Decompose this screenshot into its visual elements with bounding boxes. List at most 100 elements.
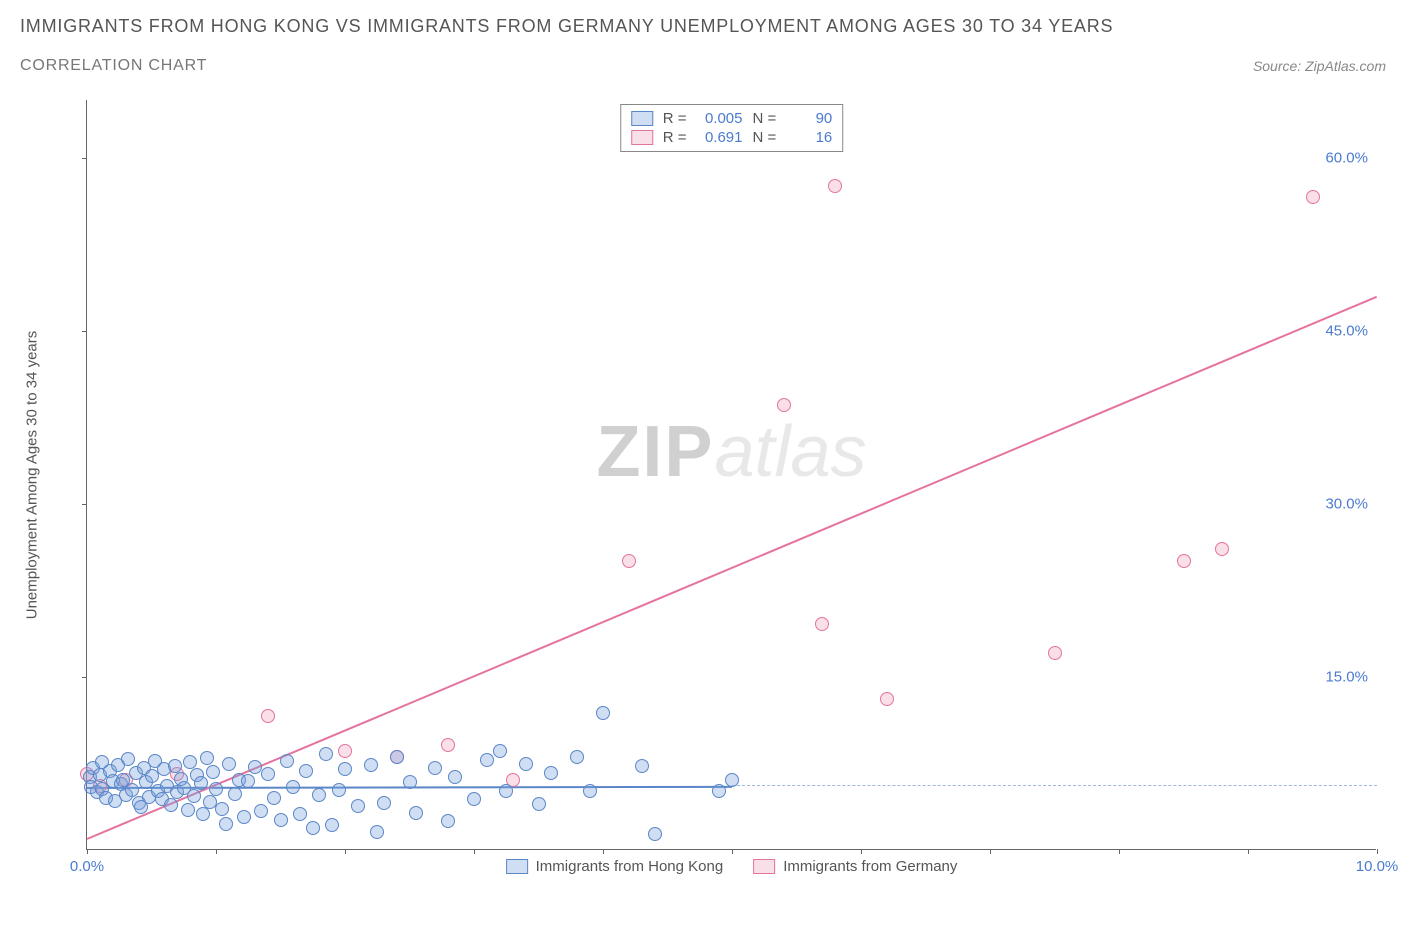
scatter-point-hk [648, 827, 662, 841]
swatch-hk-icon [506, 859, 528, 874]
subtitle: CORRELATION CHART [20, 57, 207, 75]
correlation-chart: Unemployment Among Ages 30 to 34 years Z… [56, 100, 1386, 870]
legend-stats: R = 0.005 N = 90 R = 0.691 N = 16 [620, 104, 844, 152]
scatter-point-hk [293, 807, 307, 821]
x-tick [87, 849, 88, 854]
scatter-point-hk [299, 764, 313, 778]
scatter-point-hk [222, 757, 236, 771]
scatter-point-hk [493, 744, 507, 758]
plot-area: ZIPatlas R = 0.005 N = 90 R = 0.691 N = … [86, 100, 1376, 850]
x-tick [603, 849, 604, 854]
legend-item-de: Immigrants from Germany [753, 858, 957, 875]
x-tick [1377, 849, 1378, 854]
scatter-point-hk [441, 814, 455, 828]
x-tick-label: 10.0% [1356, 858, 1399, 875]
scatter-point-hk [364, 758, 378, 772]
scatter-point-hk [187, 789, 201, 803]
scatter-point-hk [121, 752, 135, 766]
legend-de-label: Immigrants from Germany [783, 858, 957, 875]
scatter-point-hk [194, 776, 208, 790]
legend-bottom: Immigrants from Hong Kong Immigrants fro… [506, 858, 958, 875]
scatter-point-de [261, 709, 275, 723]
legend-item-hk: Immigrants from Hong Kong [506, 858, 724, 875]
legend-row-hk: R = 0.005 N = 90 [631, 109, 833, 128]
y-tick-label: 15.0% [1325, 668, 1368, 685]
scatter-point-de [828, 179, 842, 193]
x-tick [1119, 849, 1120, 854]
scatter-point-hk [145, 769, 159, 783]
y-tick [82, 158, 87, 159]
scatter-point-de [338, 744, 352, 758]
scatter-point-hk [409, 806, 423, 820]
y-tick-label: 60.0% [1325, 149, 1368, 166]
scatter-point-hk [338, 762, 352, 776]
scatter-point-hk [570, 750, 584, 764]
scatter-point-hk [448, 770, 462, 784]
y-tick-label: 45.0% [1325, 322, 1368, 339]
scatter-point-hk [228, 787, 242, 801]
scatter-point-hk [241, 774, 255, 788]
scatter-point-hk [200, 751, 214, 765]
scatter-point-hk [370, 825, 384, 839]
scatter-point-hk [215, 802, 229, 816]
scatter-point-hk [219, 817, 233, 831]
x-tick [216, 849, 217, 854]
scatter-point-hk [261, 767, 275, 781]
scatter-point-hk [725, 773, 739, 787]
y-tick [82, 504, 87, 505]
scatter-point-hk [196, 807, 210, 821]
scatter-point-hk [248, 760, 262, 774]
scatter-point-hk [583, 784, 597, 798]
scatter-point-hk [480, 753, 494, 767]
page-title: IMMIGRANTS FROM HONG KONG VS IMMIGRANTS … [20, 16, 1386, 37]
legend-row-de: R = 0.691 N = 16 [631, 128, 833, 147]
scatter-point-hk [306, 821, 320, 835]
scatter-point-de [880, 692, 894, 706]
scatter-point-hk [280, 754, 294, 768]
scatter-point-hk [499, 784, 513, 798]
scatter-point-de [441, 738, 455, 752]
scatter-point-hk [532, 797, 546, 811]
scatter-point-de [622, 554, 636, 568]
scatter-point-hk [428, 761, 442, 775]
x-tick [861, 849, 862, 854]
scatter-point-de [777, 398, 791, 412]
scatter-point-hk [332, 783, 346, 797]
scatter-point-de [815, 617, 829, 631]
scatter-point-hk [267, 791, 281, 805]
y-tick [82, 331, 87, 332]
x-tick [474, 849, 475, 854]
scatter-point-hk [237, 810, 251, 824]
x-tick [345, 849, 346, 854]
scatter-point-hk [203, 795, 217, 809]
scatter-point-hk [312, 788, 326, 802]
source-text: Source: ZipAtlas.com [1253, 58, 1386, 74]
y-tick-label: 30.0% [1325, 495, 1368, 512]
trend-line-dashed [732, 785, 1377, 786]
y-axis-label: Unemployment Among Ages 30 to 34 years [24, 331, 41, 620]
scatter-point-hk [181, 803, 195, 817]
swatch-de [631, 130, 653, 145]
scatter-point-hk [544, 766, 558, 780]
scatter-point-hk [390, 750, 404, 764]
scatter-point-de [1306, 190, 1320, 204]
scatter-point-hk [712, 784, 726, 798]
swatch-de-icon [753, 859, 775, 874]
scatter-point-hk [467, 792, 481, 806]
scatter-point-hk [403, 775, 417, 789]
scatter-point-hk [325, 818, 339, 832]
swatch-hk [631, 111, 653, 126]
scatter-point-de [1215, 542, 1229, 556]
scatter-point-hk [164, 798, 178, 812]
scatter-point-hk [319, 747, 333, 761]
x-tick [732, 849, 733, 854]
scatter-point-de [1177, 554, 1191, 568]
scatter-point-hk [209, 782, 223, 796]
scatter-point-hk [351, 799, 365, 813]
scatter-point-hk [635, 759, 649, 773]
scatter-point-hk [519, 757, 533, 771]
x-tick [1248, 849, 1249, 854]
scatter-point-hk [254, 804, 268, 818]
scatter-point-hk [286, 780, 300, 794]
legend-hk-label: Immigrants from Hong Kong [536, 858, 724, 875]
